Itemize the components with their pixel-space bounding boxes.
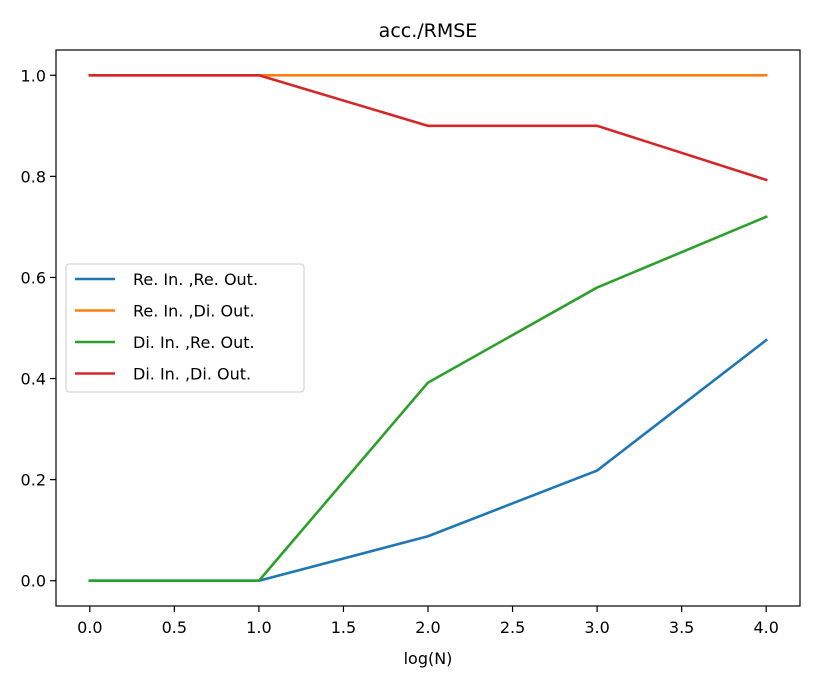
legend: Re. In. ,Re. Out. Re. In. ,Di. Out. Di. In… <box>65 263 305 393</box>
series-line-4 <box>88 73 768 182</box>
series-line-3 <box>88 215 768 583</box>
x-tick-label: 3.0 <box>584 618 609 637</box>
x-tick-label: 1.0 <box>246 618 271 637</box>
x-axis-ticks: 0.0 0.5 1.0 1.5 2.0 2.5 3.0 3.5 4.0 <box>77 606 779 637</box>
y-tick-label: 0.2 <box>21 471 46 490</box>
series-layer <box>88 73 769 583</box>
y-axis-ticks: 0.0 0.2 0.4 0.6 0.8 1.0 <box>21 66 56 591</box>
x-tick-label: 1.5 <box>331 618 356 637</box>
x-tick-label: 0.0 <box>77 618 102 637</box>
legend-label: Di. In. ,Di. Out. <box>133 365 251 384</box>
legend-label: Re. In. ,Di. Out. <box>133 302 255 321</box>
x-tick-label: 2.0 <box>415 618 440 637</box>
x-tick-label: 3.5 <box>669 618 694 637</box>
y-tick-label: 0.6 <box>21 268 46 287</box>
legend-label: Re. In. ,Re. Out. <box>133 270 258 289</box>
y-tick-label: 0.0 <box>21 572 46 591</box>
x-axis-label: log(N) <box>404 649 453 668</box>
y-tick-label: 0.4 <box>21 370 46 389</box>
legend-label: Di. In. ,Re. Out. <box>133 333 255 352</box>
x-tick-label: 4.0 <box>753 618 778 637</box>
legend-box <box>65 263 305 393</box>
y-tick-label: 0.8 <box>21 167 46 186</box>
y-tick-label: 1.0 <box>21 66 46 85</box>
chart-title: acc./RMSE <box>379 20 478 42</box>
x-tick-label: 2.5 <box>500 618 525 637</box>
x-tick-label: 0.5 <box>162 618 187 637</box>
